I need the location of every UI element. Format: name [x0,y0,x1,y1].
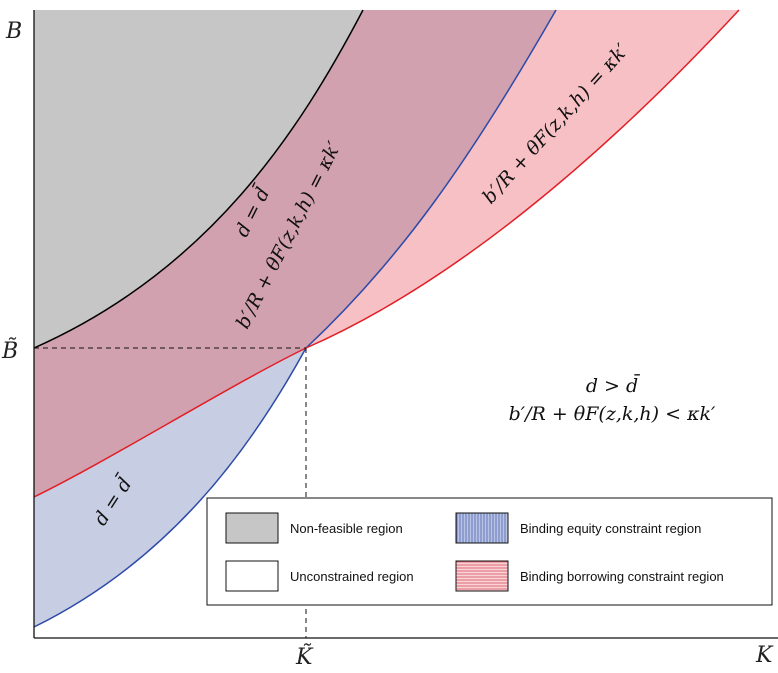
unconstrained-label-bottom: b′/R + θF(z,k,h) < κk′ [509,403,716,425]
borrowing-region [306,10,739,348]
y-axis-label: B [5,19,22,44]
x-tick-label: K̃ [295,644,314,668]
legend-swatch-borrowing [455,560,509,592]
unconstrained-label-top: d > d̄ [586,373,640,397]
y-tick-label: B̃ [1,338,18,364]
equity-region [34,348,306,627]
legend-label-nonfeasible: Non-feasible region [290,521,403,536]
overlap-region [34,10,556,497]
legend: Non-feasible region Binding equity const… [206,497,773,606]
legend-label-unconstrained: Unconstrained region [290,569,414,584]
legend-label-equity: Binding equity constraint region [520,521,701,536]
nonfeasible-boundary-curve [33,9,364,349]
nonfeasible-region [34,10,363,348]
legend-label-borrowing: Binding borrowing constraint region [520,569,724,584]
legend-swatch-nonfeasible [225,512,279,544]
legend-swatch-unconstrained [225,560,279,592]
borrowing-boundary-curve [33,9,740,498]
x-axis-label: K [755,643,774,668]
legend-swatch-equity [455,512,509,544]
